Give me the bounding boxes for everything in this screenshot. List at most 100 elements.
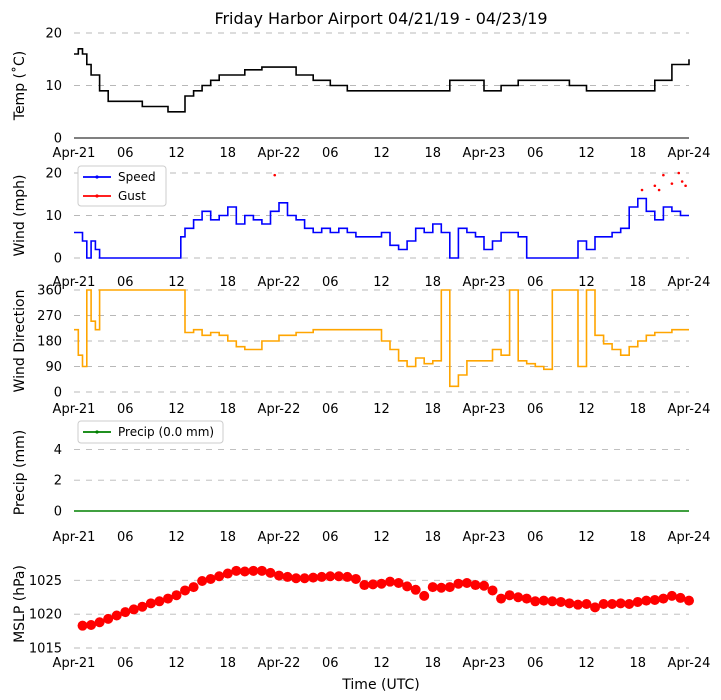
- y-tick-label: 1015: [29, 642, 62, 657]
- x-tick-label: 18: [629, 275, 646, 290]
- pressure-point: [590, 602, 601, 613]
- legend: Speed Gust: [77, 165, 167, 207]
- pressure-point: [188, 582, 199, 593]
- y-axis-label: Precip (mm): [12, 430, 28, 515]
- x-tick-label: 12: [168, 275, 185, 290]
- x-tick-label: 12: [168, 146, 185, 161]
- pressure-point: [598, 599, 609, 609]
- legend: Precip (0.0 mm): [77, 420, 224, 444]
- x-tick-label: Apr-23: [463, 530, 506, 545]
- y-axis-label: MSLP (hPa): [12, 565, 28, 643]
- gust-point: [677, 171, 681, 175]
- pressure-point: [214, 571, 225, 582]
- pressure-point: [162, 593, 173, 604]
- pressure-point: [111, 610, 122, 621]
- series-line: [74, 197, 689, 259]
- pressure-point: [615, 598, 626, 609]
- x-tick-label: 06: [322, 402, 339, 417]
- pressure-point: [231, 565, 242, 576]
- x-tick-label: 12: [578, 275, 595, 290]
- legend-marker: [95, 194, 99, 198]
- legend-label: Gust: [118, 189, 146, 203]
- gust-point: [684, 184, 687, 188]
- pressure-point: [342, 571, 353, 582]
- y-tick-label: 270: [37, 309, 62, 324]
- pressure-point: [624, 599, 635, 609]
- y-tick-label: 0: [54, 386, 62, 401]
- panel-3: 0 90 180 270 360 Wind Direction Apr-21 06 12 18 Ap…: [12, 284, 710, 418]
- pressure-point: [171, 590, 182, 601]
- gust-point: [653, 184, 657, 188]
- pressure-point: [103, 613, 114, 624]
- pressure-point: [282, 571, 293, 582]
- x-tick-label: Apr-22: [258, 146, 301, 161]
- x-tick-label: 18: [629, 402, 646, 417]
- x-tick-label: Apr-22: [258, 530, 301, 545]
- x-tick-label: 18: [424, 275, 441, 290]
- pressure-point: [385, 576, 396, 587]
- x-tick-label: 06: [117, 275, 134, 290]
- x-tick-label: Apr-24: [668, 530, 711, 545]
- gust-point: [657, 188, 661, 192]
- x-tick-label: 12: [578, 146, 595, 161]
- x-tick-label: 06: [527, 275, 544, 290]
- pressure-point: [402, 581, 413, 592]
- x-tick-label: 06: [527, 146, 544, 161]
- x-tick-label: Apr-24: [668, 656, 711, 671]
- pressure-point: [564, 598, 575, 609]
- pressure-point: [350, 573, 361, 584]
- x-tick-label: Apr-21: [53, 656, 96, 671]
- y-tick-label: 10: [45, 209, 62, 224]
- gust-point: [273, 173, 277, 177]
- x-tick-label: 12: [373, 656, 390, 671]
- x-tick-label: Apr-23: [463, 656, 506, 671]
- x-tick-label: Apr-22: [258, 656, 301, 671]
- y-tick-label: 1020: [29, 608, 62, 623]
- chart-title: Friday Harbor Airport 04/21/19 - 04/23/1…: [214, 9, 547, 28]
- x-tick-label: 12: [168, 402, 185, 417]
- pressure-point: [333, 571, 344, 582]
- pressure-point: [444, 582, 455, 593]
- pressure-point: [393, 578, 404, 589]
- x-tick-label: 12: [578, 656, 595, 671]
- pressure-point: [86, 619, 97, 630]
- gust-point: [640, 188, 644, 192]
- x-tick-label: 06: [117, 402, 134, 417]
- x-axis-label: Time (UTC): [341, 677, 419, 693]
- pressure-point: [453, 578, 464, 589]
- pressure-point: [427, 582, 438, 593]
- x-tick-label: 18: [629, 146, 646, 161]
- x-tick-label: 18: [424, 656, 441, 671]
- pressure-point: [154, 596, 165, 607]
- x-tick-label: 12: [578, 402, 595, 417]
- y-axis-label: Wind (mph): [12, 175, 28, 257]
- y-tick-label: 360: [37, 284, 62, 299]
- pressure-point: [145, 598, 156, 609]
- legend-label: Speed: [118, 170, 156, 184]
- pressure-point: [479, 580, 489, 591]
- x-tick-label: 18: [424, 402, 441, 417]
- x-tick-label: 06: [322, 275, 339, 290]
- pressure-point: [496, 593, 507, 604]
- y-tick-label: 1025: [29, 574, 62, 589]
- pressure-point: [436, 582, 447, 593]
- pressure-point: [513, 592, 524, 603]
- legend-marker: [95, 430, 99, 434]
- y-tick-label: 4: [54, 443, 62, 458]
- pressure-point: [684, 595, 694, 606]
- y-tick-label: 2: [54, 474, 62, 489]
- legend-box: [77, 420, 224, 444]
- x-tick-label: 06: [117, 146, 134, 161]
- pressure-point: [410, 584, 421, 595]
- x-tick-label: Apr-23: [463, 146, 506, 161]
- gust-point: [680, 180, 684, 183]
- pressure-point: [666, 590, 677, 601]
- y-tick-label: 0: [54, 252, 62, 267]
- series-line: [74, 289, 689, 388]
- pressure-point: [530, 596, 541, 607]
- pressure-point: [77, 620, 88, 631]
- y-tick-label: 0: [54, 505, 62, 520]
- pressure-point: [572, 599, 583, 610]
